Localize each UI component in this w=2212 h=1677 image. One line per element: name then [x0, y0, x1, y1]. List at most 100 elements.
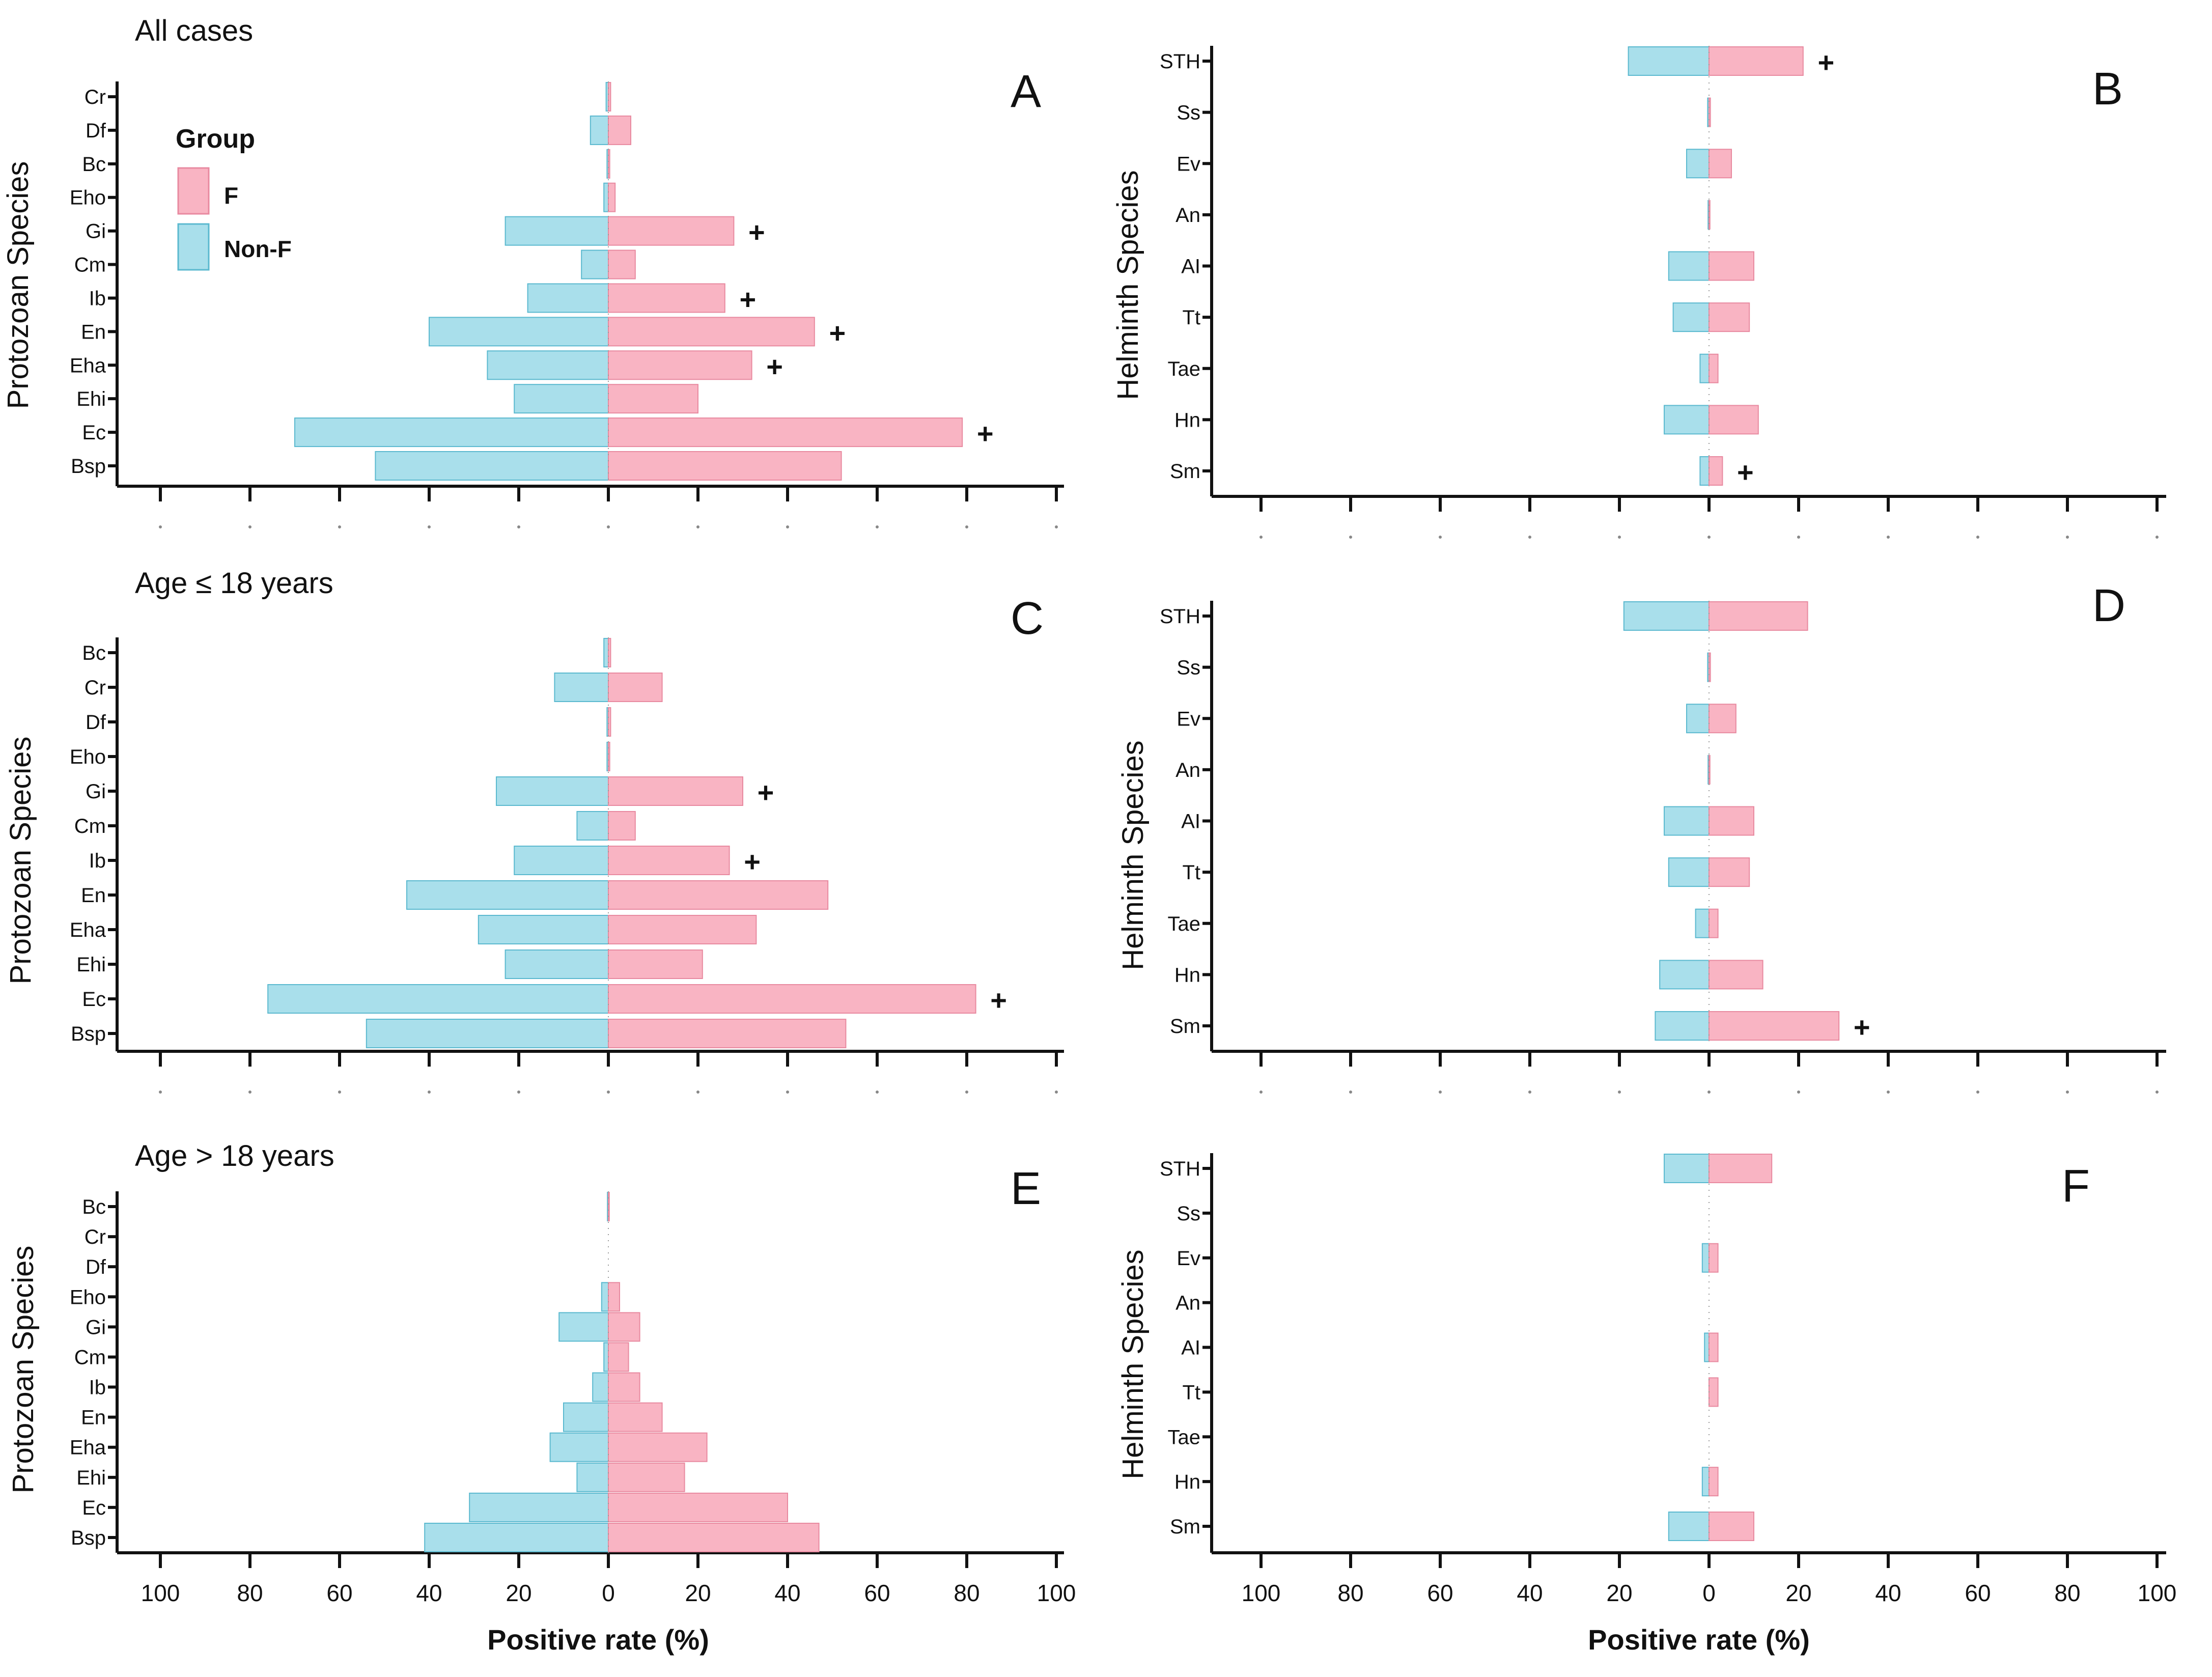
category-label: An [1175, 1292, 1200, 1315]
category-label: Bc [82, 1196, 106, 1218]
panel-letter: B [2092, 64, 2123, 115]
panel-f: F Helminth Species 100 80 60 40 20 0 20 40 60 80 100… [1116, 1153, 2176, 1656]
x-tick-label: 80 [1337, 1580, 1363, 1606]
bar-nonf-ib [514, 846, 609, 875]
x-tick-dot [338, 525, 341, 528]
x-tick-dot [2066, 536, 2069, 539]
bar-f-ss [1709, 97, 1711, 127]
bar-f-ai [1709, 806, 1754, 836]
category-label: Cm [74, 815, 106, 837]
bar-nonf-en [429, 317, 609, 347]
bar-f-bsp [608, 451, 842, 481]
bar-nonf-hn [1664, 405, 1710, 435]
bar-f-en [608, 1402, 663, 1432]
bar-nonf-eha [478, 915, 609, 944]
bar-nonf-cm [603, 1342, 609, 1372]
bar-f-eho [608, 742, 610, 771]
y-axis-label: Helminth Species [1116, 1249, 1150, 1479]
category-label: Hn [1174, 964, 1200, 986]
bar-f-cm [608, 249, 636, 280]
bar-f-ss [1709, 652, 1711, 682]
category-label: Ev [1177, 1247, 1200, 1270]
x-tick-dot [1618, 1091, 1621, 1094]
significance-marker: + [744, 846, 761, 878]
category-label: Ss [1177, 102, 1200, 124]
x-tick-dot [876, 525, 879, 528]
category-label: Df [86, 1256, 106, 1278]
y-axis-label: Protozoan Species [7, 1246, 40, 1494]
bar-f-ec [608, 1492, 788, 1522]
x-tick-label: 20 [1606, 1580, 1632, 1606]
category-label: Eho [70, 1286, 106, 1308]
bar-nonf-ai [1664, 806, 1710, 836]
bar-nonf-tt [1668, 857, 1710, 887]
bar-f-sm [1709, 1512, 1754, 1541]
bar-f-ib [608, 283, 725, 313]
category-label: Eho [70, 746, 106, 768]
x-tick-label: 60 [1965, 1580, 1991, 1606]
bar-nonf-tt [1672, 302, 1710, 332]
bar-nonf-ib [527, 283, 609, 313]
category-label: En [81, 1407, 106, 1429]
bar-f-eho [608, 182, 616, 212]
bar-f-bsp [608, 1523, 820, 1552]
x-tick-dot [2066, 1091, 2069, 1094]
x-tick-dot [786, 525, 789, 528]
x-tick-dot [1439, 1091, 1442, 1094]
x-tick-dot [2155, 536, 2159, 539]
category-label: Tt [1182, 306, 1200, 329]
y-axis-label: Helminth Species [1111, 170, 1144, 400]
bar-f-an [1709, 200, 1711, 230]
bar-nonf-ec [267, 984, 609, 1014]
bar-f-df [608, 115, 631, 145]
x-tick-dot [248, 1091, 251, 1094]
bar-f-gi [608, 1312, 640, 1342]
bar-nonf-cm [576, 811, 609, 841]
bar-f-ev [1709, 1243, 1719, 1273]
significance-marker: + [748, 216, 765, 248]
panel-b: B Helminth Species STH + Ss Ev An AI Tt Tae Hn Sm + [1111, 46, 2166, 539]
x-tick-label: 100 [1037, 1580, 1076, 1606]
x-tick-dot [1349, 1091, 1352, 1094]
bar-f-an [1709, 754, 1711, 785]
panel-letter: E [1011, 1163, 1041, 1214]
category-label: Cm [74, 1346, 106, 1368]
bar-f-sth [1709, 1154, 1773, 1183]
panel-d: D Helminth Species STH Ss Ev An AI Tt Tae Hn Sm + [1116, 580, 2166, 1094]
bar-f-cr [608, 673, 663, 702]
legend-swatch-f [177, 167, 210, 215]
bar-nonf-gi [505, 216, 609, 246]
category-label: Eho [70, 187, 106, 209]
y-axis-label: Helminth Species [1116, 740, 1150, 970]
panel-title: Age > 18 years [135, 1139, 334, 1172]
category-label: Ec [82, 422, 106, 444]
category-label: AI [1181, 1337, 1200, 1359]
x-axis-label: Positive rate (%) [487, 1624, 709, 1656]
category-label: Tae [1168, 1426, 1201, 1448]
x-tick-dot [338, 1091, 341, 1094]
bar-f-ai [1709, 251, 1754, 281]
category-label: Sm [1170, 1015, 1200, 1038]
bar-nonf-bsp [366, 1019, 609, 1048]
x-tick-dot [517, 525, 520, 528]
category-label: Sm [1170, 460, 1200, 483]
x-tick-dot [1439, 536, 1442, 539]
category-label: Ib [89, 1377, 106, 1399]
category-label: Gi [86, 1316, 106, 1338]
category-label: STH [1160, 605, 1200, 628]
bar-nonf-ev [1686, 149, 1710, 179]
bar-nonf-tae [1699, 353, 1710, 383]
x-tick-label: 20 [1785, 1580, 1811, 1606]
bar-nonf-hn [1701, 1467, 1710, 1497]
x-tick-dot [428, 525, 431, 528]
category-label: Gi [86, 220, 106, 243]
category-label: Eha [70, 1437, 106, 1459]
legend-swatch-nonf [177, 223, 210, 271]
x-tick-dot [1259, 536, 1263, 539]
significance-marker: + [758, 776, 774, 808]
bar-nonf-bsp [375, 451, 609, 481]
bar-nonf-gi [558, 1312, 609, 1342]
bar-f-ev [1709, 149, 1732, 179]
x-tick-label: 40 [1875, 1580, 1901, 1606]
category-label: En [81, 321, 106, 343]
